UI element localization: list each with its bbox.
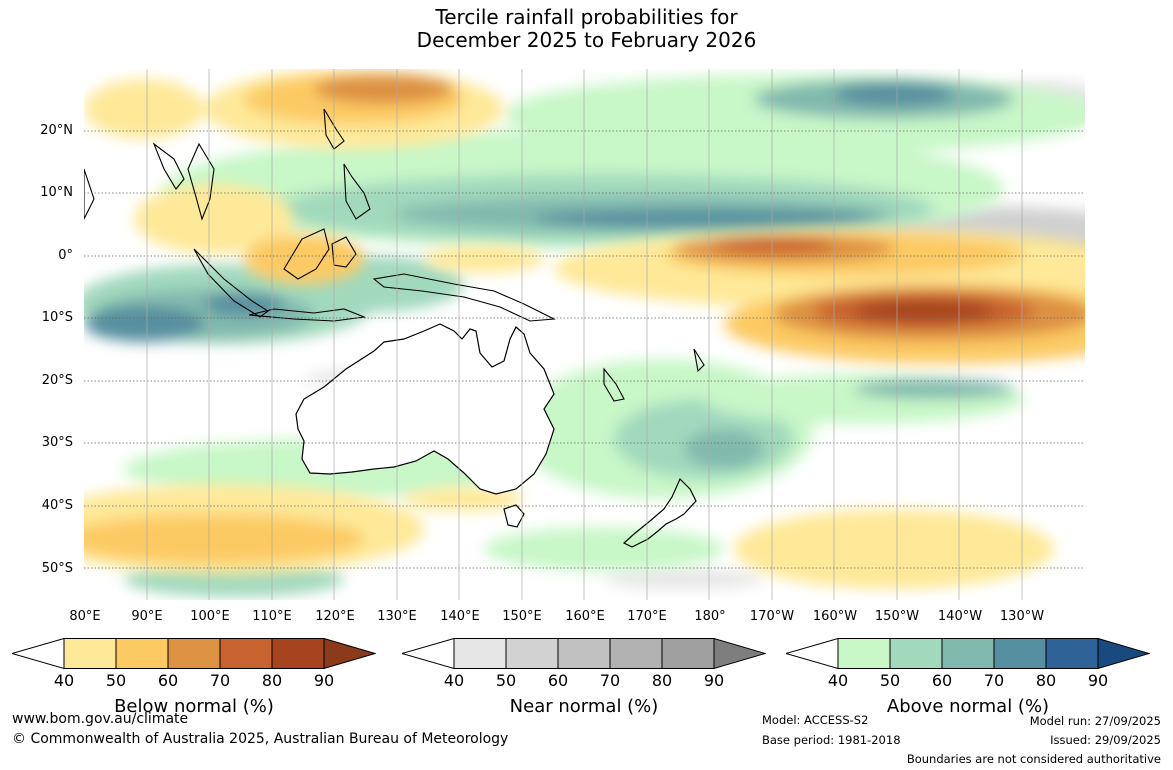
lon-label-160e: 160°E: [565, 609, 605, 624]
below-swatch-4: [219, 638, 273, 669]
below-tick-50: 50: [105, 671, 127, 690]
lon-label-80e: 80°E: [69, 609, 101, 624]
coastlines: [295, 323, 697, 548]
near-tick-60: 60: [547, 671, 569, 690]
lon-label-140e: 140°E: [440, 609, 480, 624]
near-tick-50: 50: [495, 671, 517, 690]
below-tick-70: 70: [209, 671, 231, 690]
near-swatch-4: [609, 638, 663, 669]
above-swatch-5: [1045, 638, 1099, 669]
lat-label-30s: 30°S: [41, 435, 73, 450]
above-normal-legend-title: Above normal (%): [886, 696, 1050, 717]
lon-label-160w: 160°W: [812, 609, 858, 624]
copyright-text: © Commonwealth of Australia 2025, Austra…: [12, 731, 509, 747]
near-swatch-5: [661, 638, 715, 669]
near-normal-colorbar: [402, 638, 766, 670]
near-swatch-3: [557, 638, 611, 669]
below-normal-colorbar: [12, 638, 376, 670]
near-swatch-0: [402, 638, 455, 670]
below-tick-80: 80: [261, 671, 283, 690]
below-swatch-6: [323, 638, 376, 670]
near-swatch-6: [713, 638, 766, 670]
near-tick-80: 80: [651, 671, 673, 690]
lat-label-10n: 10°N: [40, 185, 73, 200]
lat-label-50s: 50°S: [41, 561, 73, 576]
lat-label-20s: 20°S: [41, 373, 73, 388]
lon-label-180: 180°: [694, 609, 726, 624]
below-normal-legend-title: Below normal (%): [114, 696, 274, 717]
below-swatch-3: [167, 638, 221, 669]
model-name: Model: ACCESS-S2: [762, 713, 869, 727]
near-tick-70: 70: [599, 671, 621, 690]
above-tick-50: 50: [879, 671, 901, 690]
above-tick-80: 80: [1035, 671, 1057, 690]
lon-label-150e: 150°E: [502, 609, 542, 624]
lon-label-170w: 170°W: [749, 609, 795, 624]
boundaries-disclaimer: Boundaries are not considered authoritat…: [906, 752, 1161, 766]
below-tick-90: 90: [313, 671, 335, 690]
lon-label-110e: 110°E: [252, 609, 292, 624]
above-swatch-1: [837, 638, 891, 669]
issued-date: Issued: 29/09/2025: [1050, 733, 1161, 747]
lon-label-130w: 130°W: [999, 609, 1045, 624]
below-swatch-5: [271, 638, 325, 669]
above-swatch-3: [941, 638, 995, 669]
graticule: [84, 130, 1085, 569]
above-tick-90: 90: [1087, 671, 1109, 690]
lat-label-40s: 40°S: [41, 498, 73, 513]
lat-label-equator: 0°: [58, 248, 73, 263]
above-swatch-0: [786, 638, 839, 670]
below-normal-shading: [84, 69, 1085, 589]
near-swatch-2: [505, 638, 559, 669]
lon-label-150w: 150°W: [874, 609, 920, 624]
near-normal-legend-title: Near normal (%): [509, 696, 659, 717]
above-normal-colorbar: [786, 638, 1150, 670]
lon-label-130e: 130°E: [377, 609, 417, 624]
below-swatch-2: [115, 638, 169, 669]
base-period: Base period: 1981-2018: [762, 733, 901, 747]
above-tick-70: 70: [983, 671, 1005, 690]
above-swatch-4: [993, 638, 1047, 669]
below-tick-40: 40: [53, 671, 75, 690]
model-run-date: Model run: 27/09/2025: [1029, 714, 1161, 728]
above-tick-40: 40: [827, 671, 849, 690]
meridians: [146, 69, 1023, 600]
lon-label-140w: 140°W: [937, 609, 983, 624]
near-tick-40: 40: [443, 671, 465, 690]
below-tick-60: 60: [157, 671, 179, 690]
map-title-line-2: December 2025 to February 2026: [416, 28, 757, 52]
below-swatch-1: [63, 638, 117, 669]
lon-label-170e: 170°E: [627, 609, 667, 624]
lon-label-120e: 120°E: [315, 609, 355, 624]
lon-label-100e: 100°E: [190, 609, 230, 624]
above-swatch-2: [889, 638, 943, 669]
lon-label-90e: 90°E: [131, 609, 163, 624]
below-swatch-0: [12, 638, 65, 670]
near-tick-90: 90: [703, 671, 725, 690]
above-tick-60: 60: [931, 671, 953, 690]
map-title-line-1: Tercile rainfall probabilities for: [435, 5, 738, 29]
lat-label-20n: 20°N: [40, 123, 73, 138]
rainfall-probability-map: [84, 69, 1085, 600]
website-link[interactable]: www.bom.gov.au/climate: [12, 711, 189, 727]
lat-label-10s: 10°S: [41, 310, 73, 325]
above-swatch-6: [1097, 638, 1150, 670]
near-swatch-1: [453, 638, 507, 669]
